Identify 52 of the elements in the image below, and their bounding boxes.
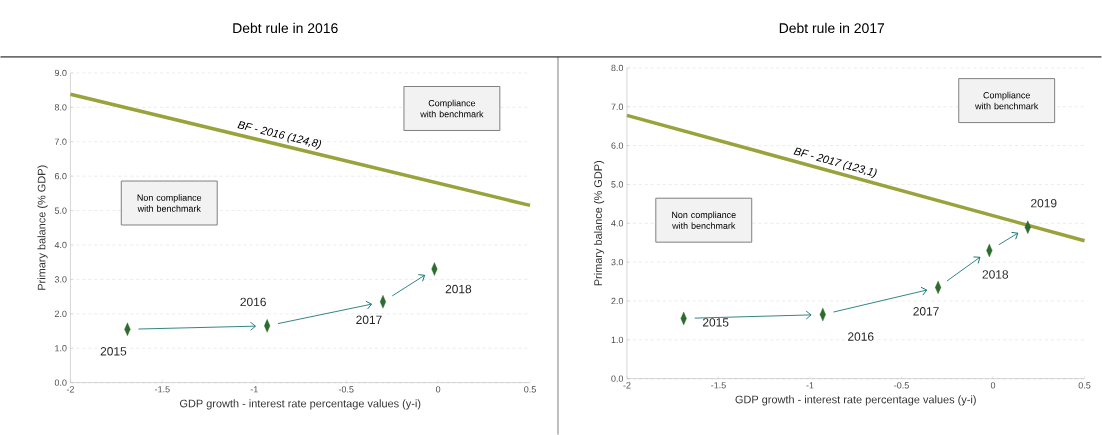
y-tick-label: 8.0	[611, 64, 624, 72]
y-tick-label: 8.0	[54, 104, 67, 111]
y-tick-label: 1.0	[611, 336, 624, 343]
x-tick-label: -2	[623, 382, 631, 389]
y-tick-label: 7.0	[611, 103, 624, 110]
annotation: 2016	[240, 297, 266, 307]
x-axis-title: GDP growth - interest rate percentage values (y-i)	[735, 395, 976, 406]
x-tick-label: -1.5	[155, 386, 170, 393]
y-tick-label: 1.0	[55, 345, 67, 352]
x-tick-label: -0.5	[338, 386, 354, 393]
annotation: Compliance with benchmark	[975, 91, 1039, 110]
y-tick-label: 4.0	[54, 241, 67, 249]
chart-title: Debt rule in 2016	[233, 22, 338, 34]
annotation: 2017	[913, 307, 939, 316]
x-tick-label: 0.5	[524, 386, 536, 393]
x-tick-label: 0	[990, 382, 996, 389]
annotation: 2017	[356, 315, 382, 324]
annotation: Non compliance with benchmark	[137, 194, 202, 212]
y-axis-title: Primary balance (% GDP)	[593, 160, 605, 286]
chart-title: Debt rule in 2017	[779, 22, 885, 34]
y-axis-title: Primary balance (% GDP)	[37, 165, 48, 290]
y-tick-label: 7.0	[54, 138, 67, 145]
y-tick-label: 2.0	[611, 297, 624, 305]
annotation: 2019	[1031, 198, 1057, 208]
y-tick-label: 3.0	[54, 276, 67, 283]
annotation: 2018	[445, 284, 472, 294]
annotation: Non compliance with benchmark	[672, 211, 736, 229]
y-tick-label: 5.0	[54, 207, 67, 214]
y-tick-label: 2.0	[54, 310, 67, 317]
annotation: 2016	[848, 332, 874, 341]
text: BF - 2016 (124,8)	[237, 120, 322, 150]
x-tick-label: -1	[250, 386, 258, 393]
x-axis-title: GDP growth - interest rate percentage values (y-i)	[179, 399, 421, 410]
y-tick-label: 9.0	[54, 69, 67, 77]
annotation: 2015	[100, 347, 127, 356]
x-tick-label: -0.5	[894, 382, 909, 389]
y-tick-label: 4.0	[611, 220, 624, 227]
y-tick-label: 6.0	[54, 172, 67, 180]
annotation: 2015	[702, 318, 729, 327]
x-tick-label: 0.5	[1078, 382, 1091, 389]
x-tick-label: -1.5	[711, 382, 726, 389]
y-tick-label: 3.0	[611, 258, 624, 266]
x-tick-label: 0	[435, 386, 441, 393]
y-tick-label: 5.0	[611, 181, 624, 188]
x-tick-label: -1	[806, 382, 814, 389]
x-tick-label: -2	[66, 386, 74, 393]
y-tick-label: 0.0	[611, 375, 624, 382]
annotation: Compliance with benchmark	[420, 99, 484, 118]
annotation: 2018	[982, 270, 1009, 279]
y-tick-label: 6.0	[611, 142, 624, 149]
text: BF - 2017 (123,1)	[793, 147, 877, 179]
y-tick-label: 0.0	[54, 379, 67, 386]
